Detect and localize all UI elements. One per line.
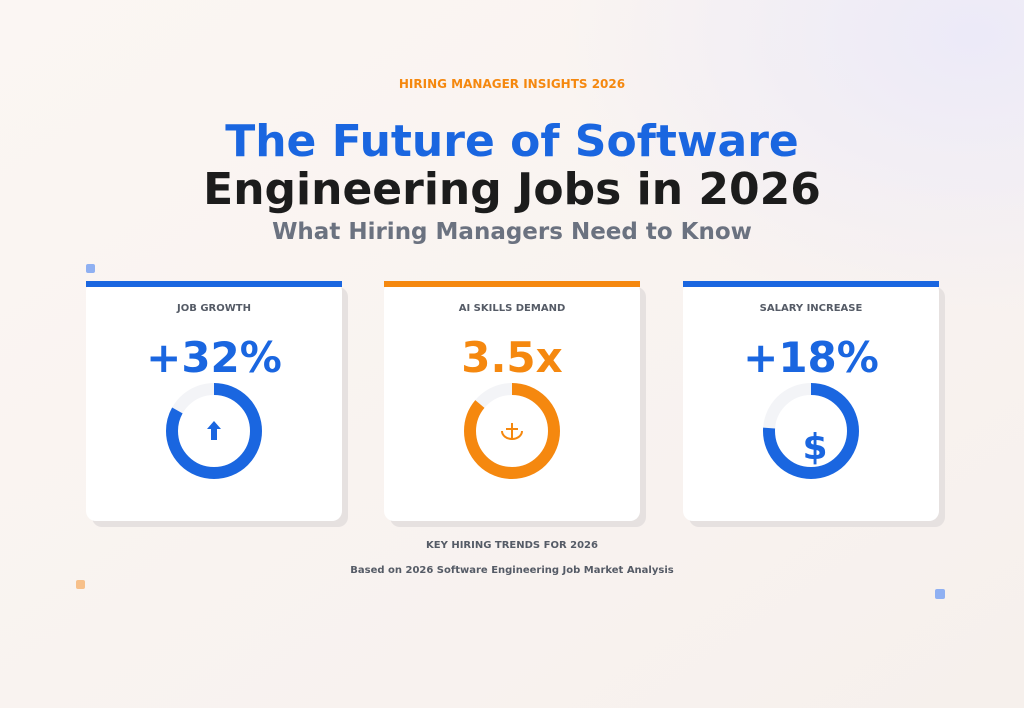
card-label: SALARY INCREASE [760,303,863,314]
card-value: 3.5x [461,333,563,382]
ring [763,383,859,479]
ring [464,383,560,479]
cards: JOB GROWTH +32% AI SKILLS DEMAND 3.5x SALARY… [86,281,945,527]
footer-note: Based on 2026 Software Engineering Job M… [350,565,673,576]
stat-card: AI SKILLS DEMAND 3.5x [384,281,646,527]
title-line: The Future of Software [225,116,799,167]
card [384,281,640,521]
card-accent [683,281,939,287]
eyebrow: HIRING MANAGER INSIGHTS 2026 [399,77,625,91]
card-label: AI SKILLS DEMAND [459,303,566,314]
card [683,281,939,521]
stat-card: SALARY INCREASE +18% $ [683,281,945,527]
card [86,281,342,521]
title-line: Engineering Jobs in 2026 [203,164,821,215]
footer-heading: KEY HIRING TRENDS FOR 2026 [426,540,598,551]
card-icon: $ [802,427,827,468]
card-accent [384,281,640,287]
card-label: JOB GROWTH [176,303,251,314]
arrow-icon [207,421,221,440]
decor-dot [86,264,95,273]
card-value: +18% [743,333,879,382]
ring [166,383,262,479]
anchor-icon [501,423,523,440]
decor-dot [935,589,945,599]
card-accent [86,281,342,287]
stat-card: JOB GROWTH +32% [86,281,348,527]
card-value: +32% [146,333,282,382]
decor-dot [76,580,85,589]
subtitle: What Hiring Managers Need to Know [272,219,752,245]
